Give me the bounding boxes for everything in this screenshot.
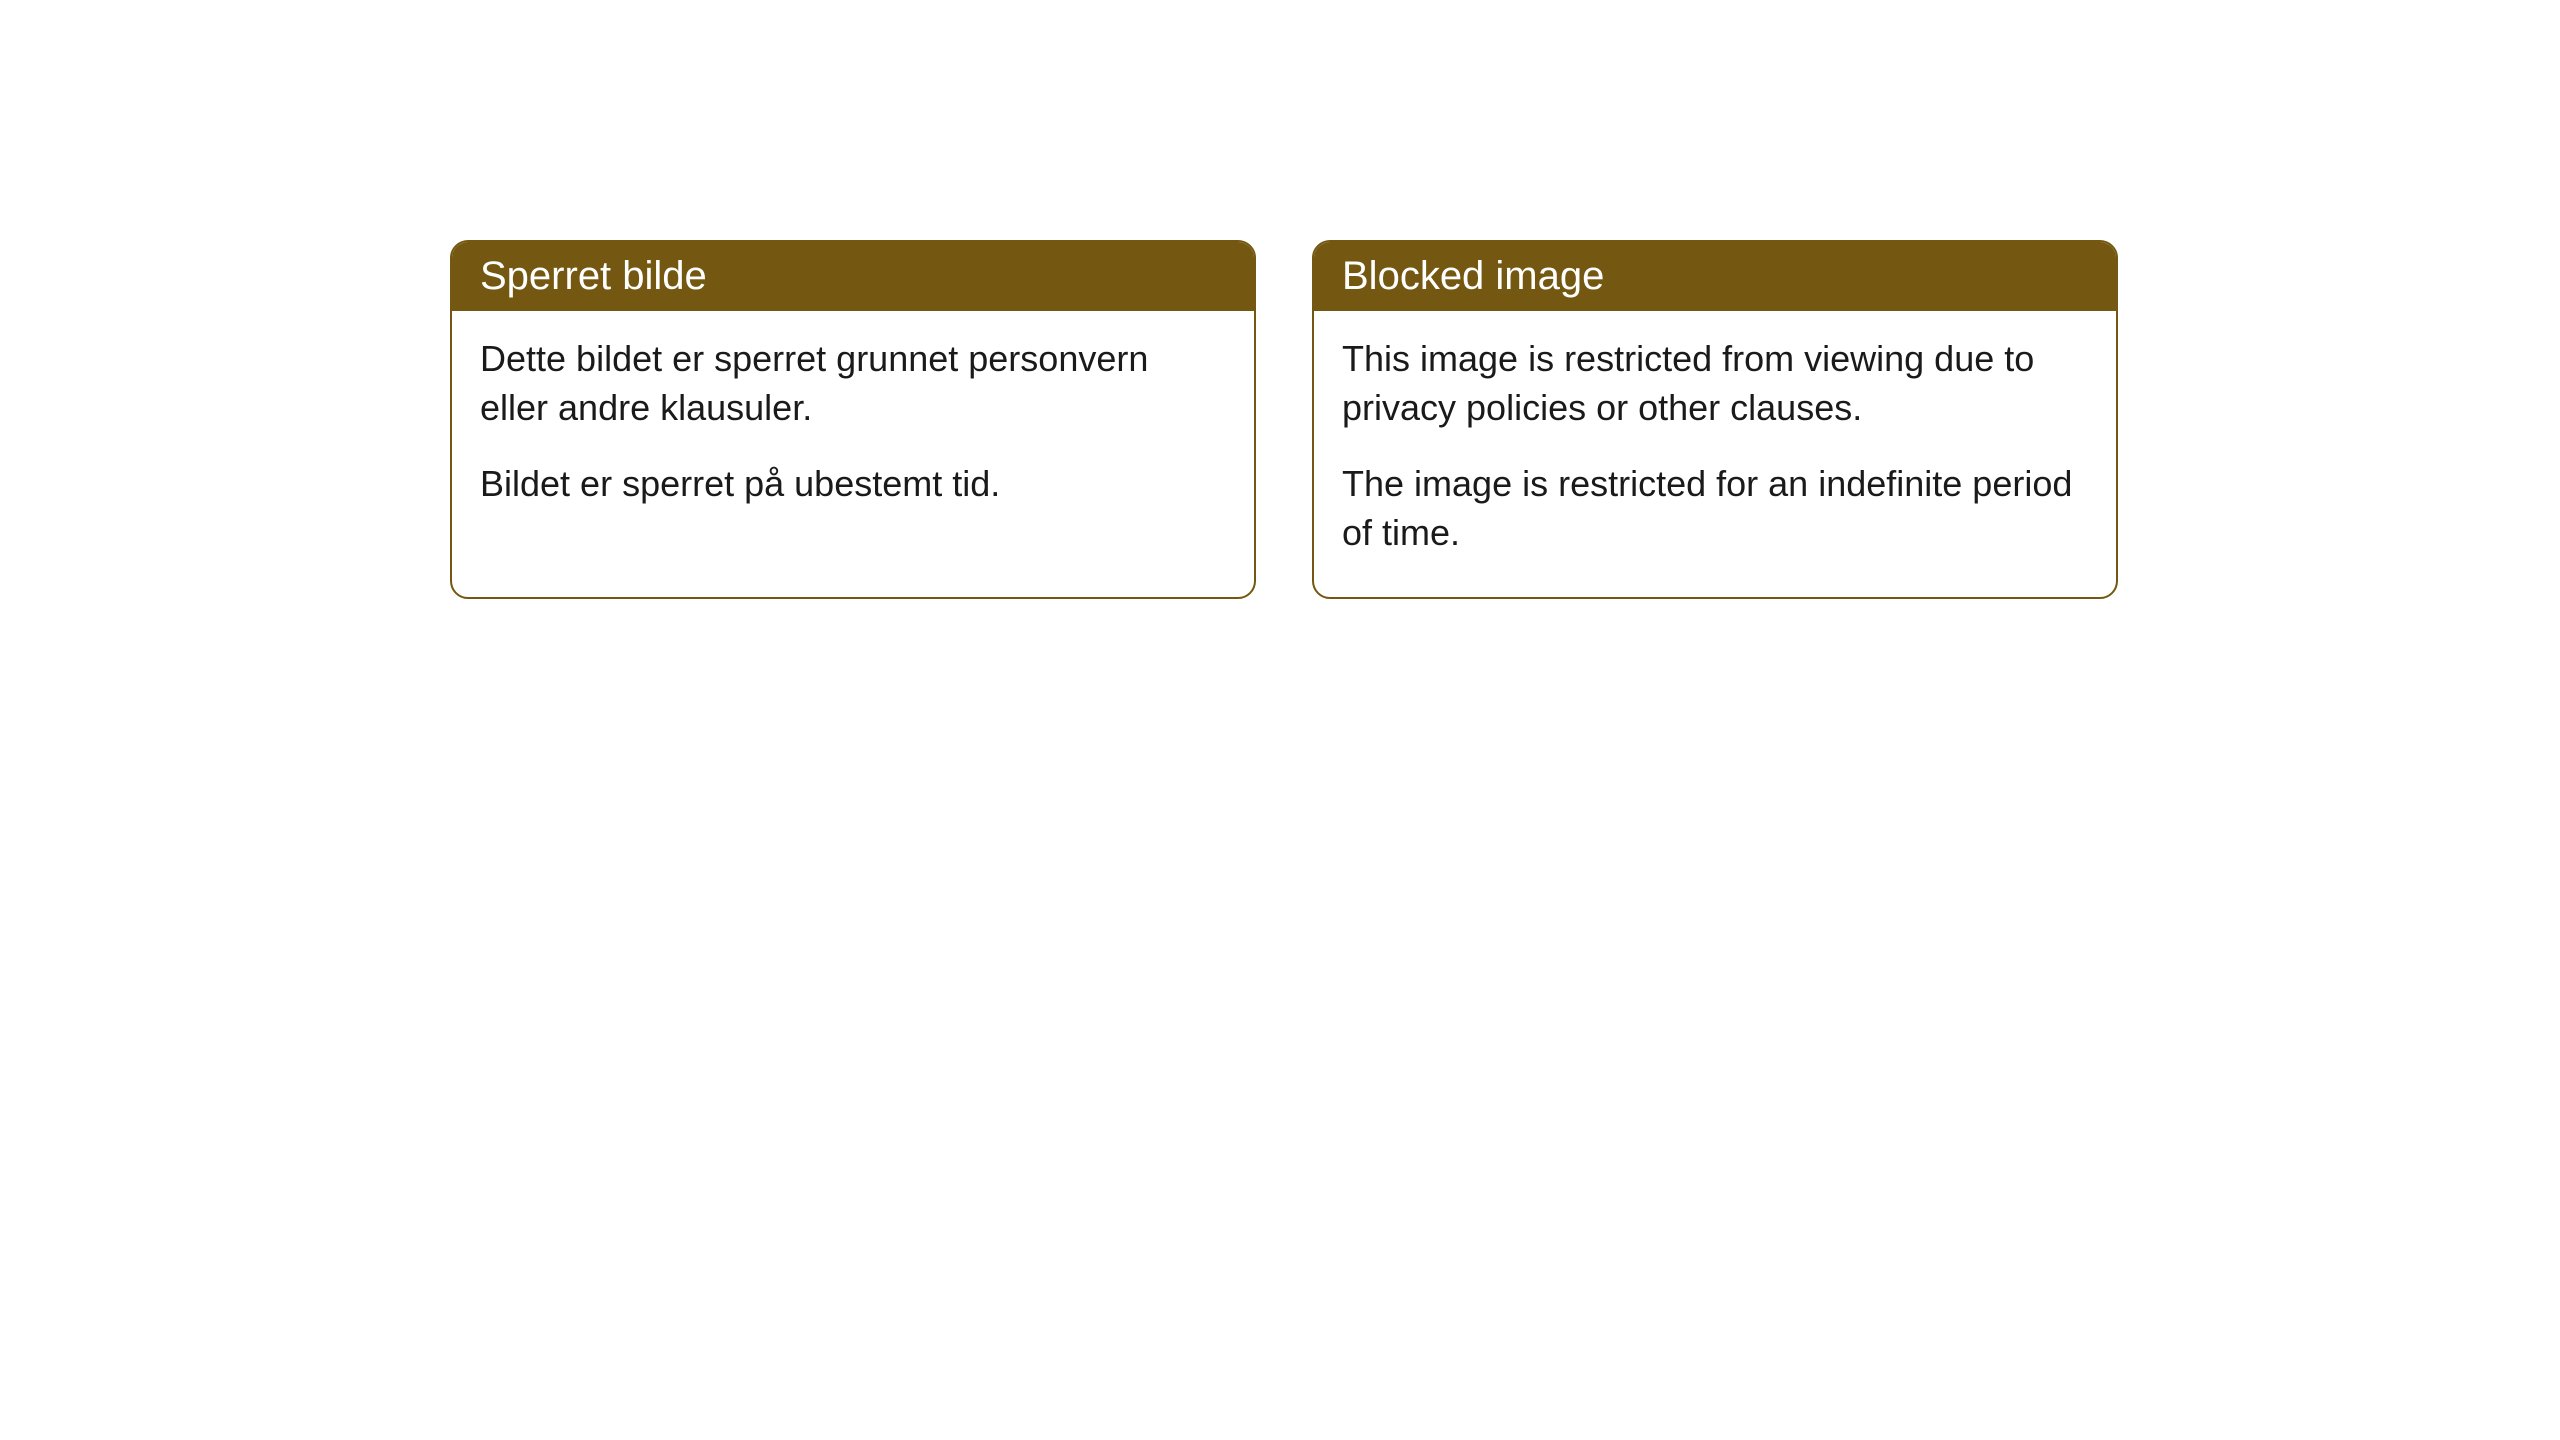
card-paragraph: Dette bildet er sperret grunnet personve…	[480, 335, 1226, 432]
notice-cards-container: Sperret bilde Dette bildet er sperret gr…	[450, 240, 2118, 599]
card-title: Sperret bilde	[480, 254, 1226, 299]
card-paragraph: The image is restricted for an indefinit…	[1342, 460, 2088, 557]
card-paragraph: This image is restricted from viewing du…	[1342, 335, 2088, 432]
card-body: This image is restricted from viewing du…	[1314, 311, 2116, 597]
notice-card-norwegian: Sperret bilde Dette bildet er sperret gr…	[450, 240, 1256, 599]
card-header: Blocked image	[1314, 242, 2116, 311]
notice-card-english: Blocked image This image is restricted f…	[1312, 240, 2118, 599]
card-header: Sperret bilde	[452, 242, 1254, 311]
card-title: Blocked image	[1342, 254, 2088, 299]
card-body: Dette bildet er sperret grunnet personve…	[452, 311, 1254, 549]
card-paragraph: Bildet er sperret på ubestemt tid.	[480, 460, 1226, 509]
